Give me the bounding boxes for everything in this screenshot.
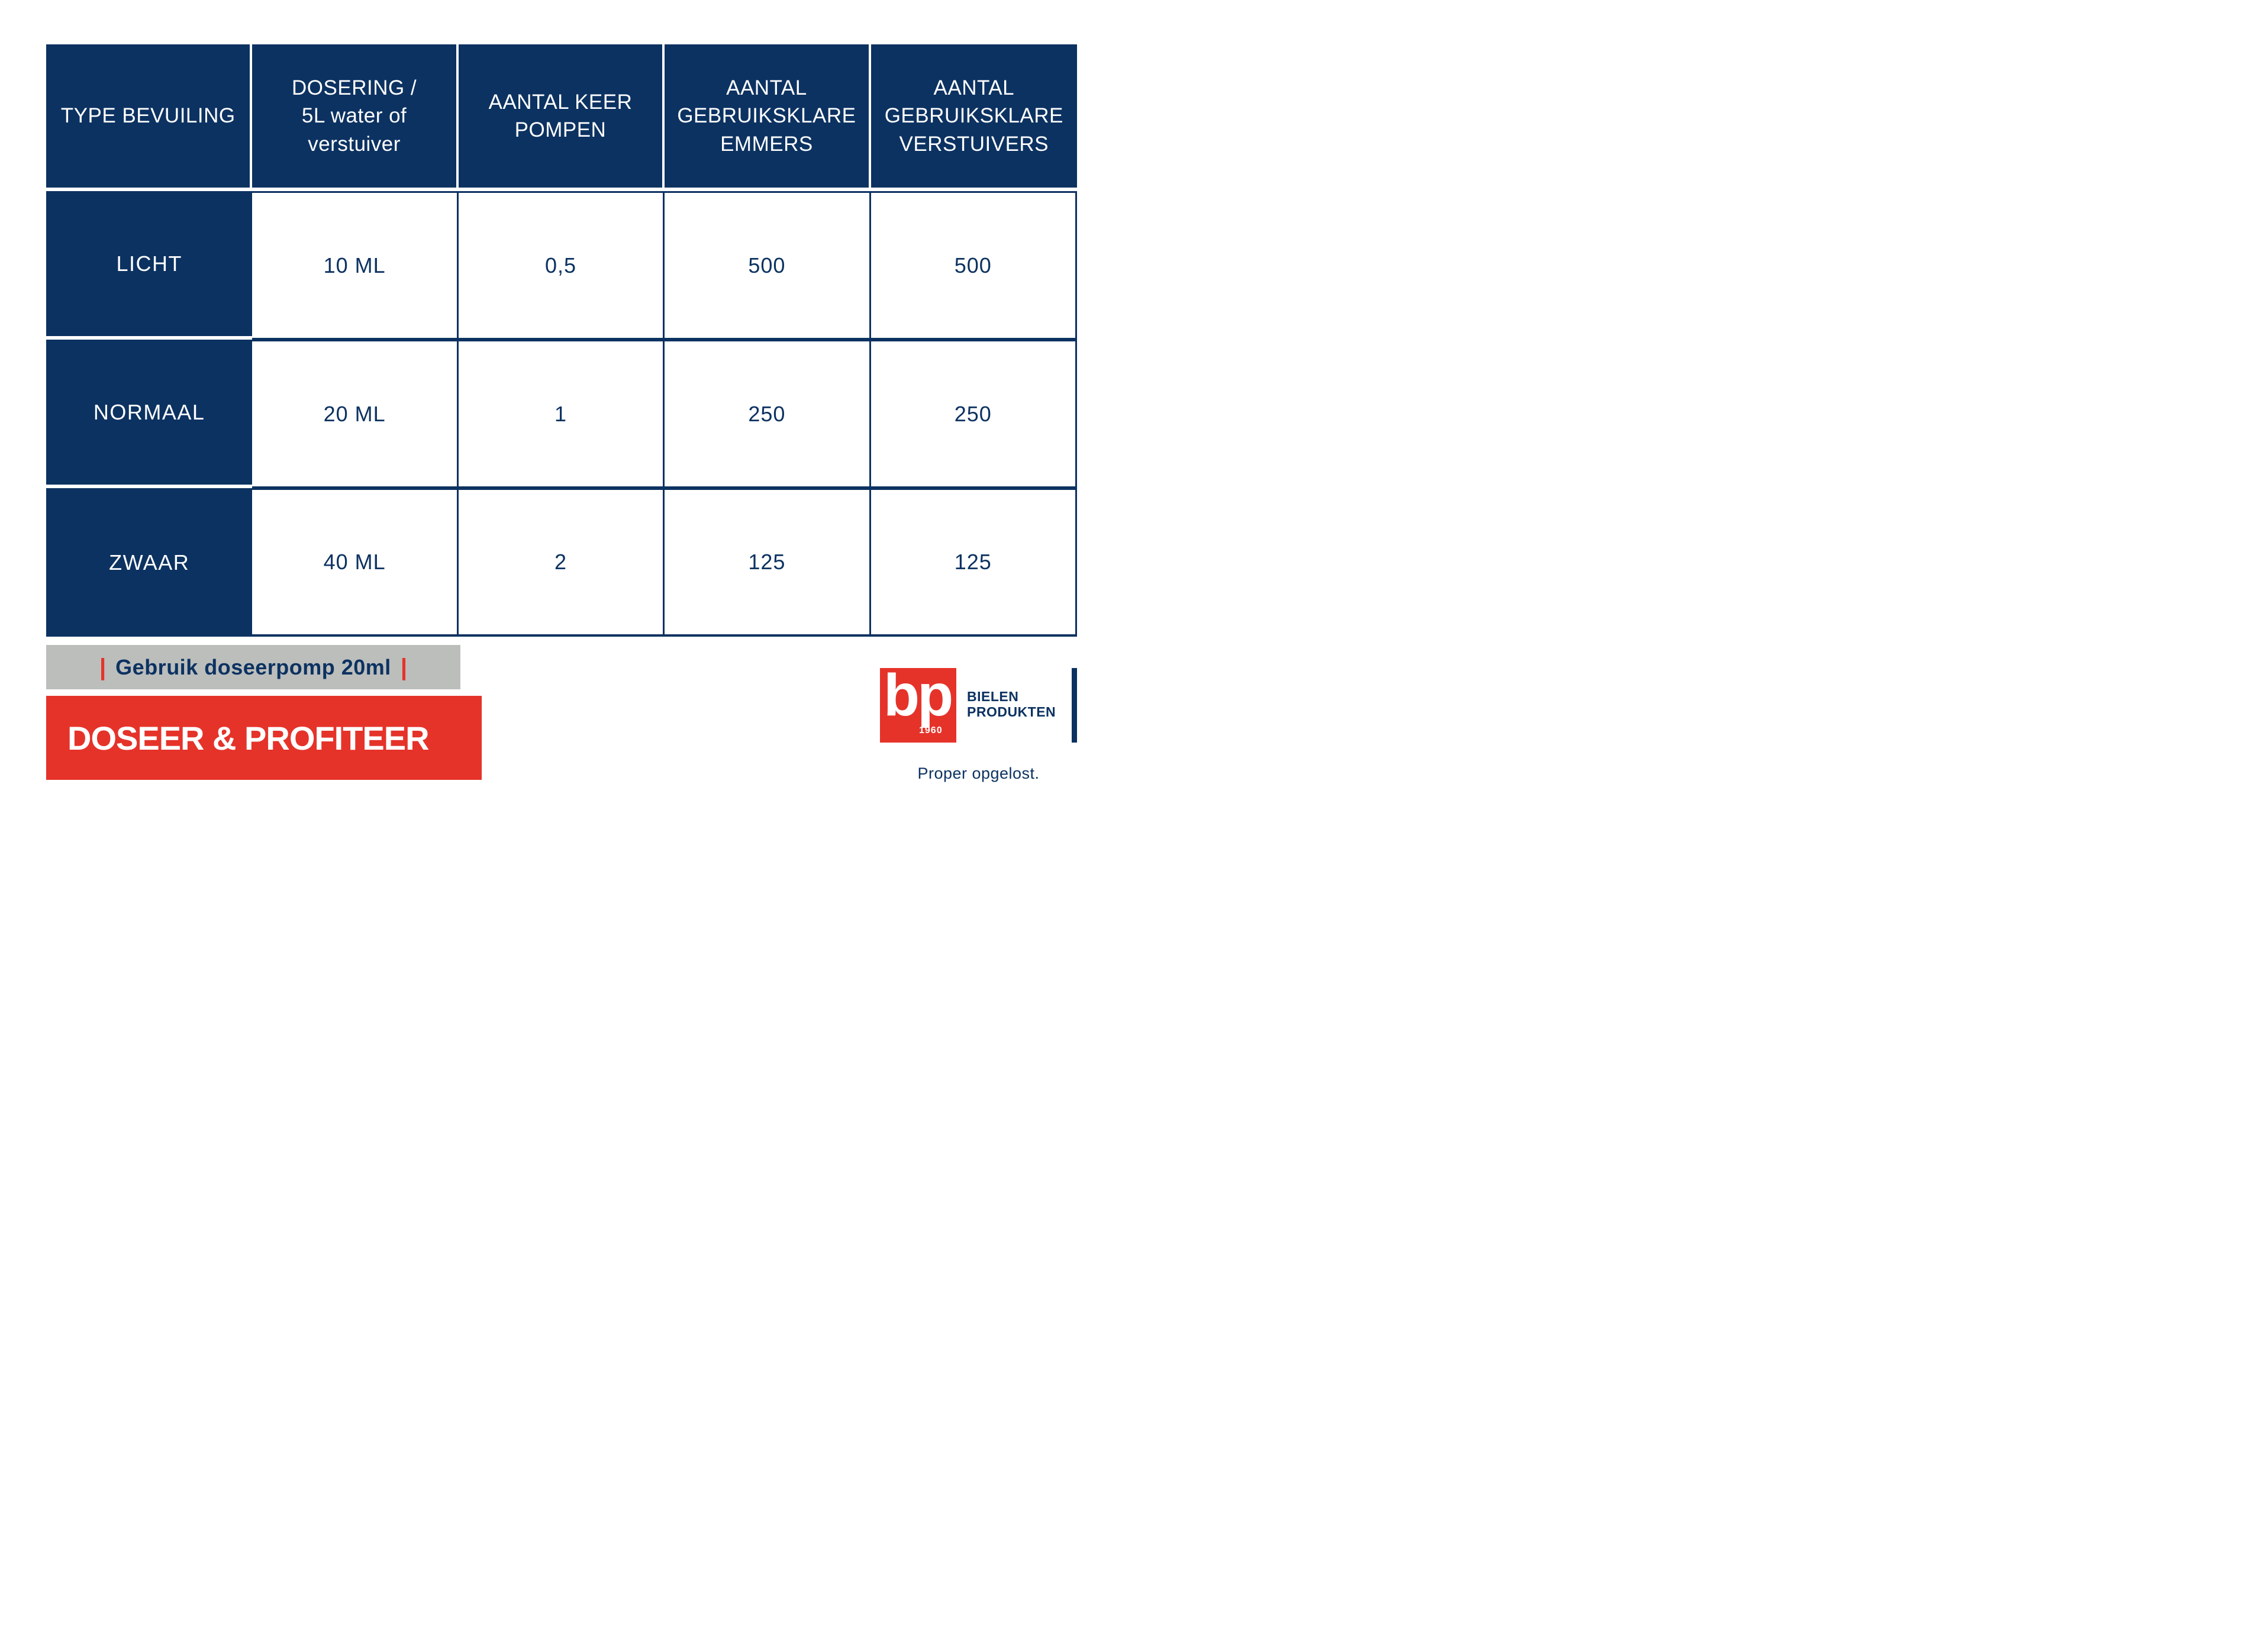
table-cell-zwaar-verstuivers: 125 [870, 488, 1077, 637]
table-cell-zwaar-pompen: 2 [458, 488, 665, 637]
dose-table: TYPE BEVUILING DOSERING / 5L water of ve… [46, 44, 1077, 637]
table-cell-licht-pompen: 0,5 [458, 191, 665, 340]
header-line: AANTAL [726, 76, 807, 100]
header-line: 5L water of [301, 104, 407, 128]
table-cell-zwaar-emmers: 125 [665, 488, 871, 637]
column-header-verstuivers: AANTAL GEBRUIKSKLARE VERSTUIVERS [870, 44, 1077, 191]
header-line: POMPEN [514, 118, 607, 141]
company-tagline: Proper opgelost. [917, 764, 1040, 782]
table-cell-licht-verstuivers: 500 [870, 191, 1077, 340]
column-header-dosering: DOSERING / 5L water of verstuiver [252, 44, 459, 191]
table-cell-normaal-verstuivers: 250 [870, 340, 1077, 488]
header-line: GEBRUIKSKLARE [677, 104, 856, 128]
table-cell-licht-dosering: 10 ML [252, 191, 459, 340]
company-name-line1: BIELEN [967, 688, 1019, 704]
row-label-licht: LICHT [46, 191, 253, 340]
pump-note-text: Gebruik doseerpomp 20ml [115, 654, 391, 679]
header-line: verstuiver [308, 132, 401, 156]
red-pipe-right: | [400, 654, 408, 680]
company-name-line2: PRODUKTEN [967, 704, 1056, 719]
table-cell-normaal-dosering: 20 ML [252, 340, 459, 488]
header-line: AANTAL [933, 76, 1015, 100]
header-line: DOSERING / [292, 76, 417, 100]
header-line: AANTAL KEER [488, 90, 633, 114]
table-cell-normaal-pompen: 1 [458, 340, 665, 488]
pump-note-bar: | Gebruik doseerpomp 20ml | [46, 645, 460, 689]
table-cell-zwaar-dosering: 40 ML [252, 488, 459, 637]
header-line: EMMERS [720, 132, 813, 156]
row-label-zwaar: ZWAAR [46, 488, 253, 637]
dosing-sheet: TYPE BEVUILING DOSERING / 5L water of ve… [0, 0, 1122, 826]
header-line: VERSTUIVERS [899, 132, 1049, 156]
header-line: GEBRUIKSKLARE [884, 104, 1063, 128]
column-header-pompen: AANTAL KEER POMPEN [458, 44, 665, 191]
column-header-type: TYPE BEVUILING [46, 44, 253, 191]
slogan-bar: DOSEER & PROFITEER [46, 696, 482, 780]
company-name: BIELEN PRODUKTEN [967, 688, 1068, 721]
table-cell-normaal-emmers: 250 [665, 340, 871, 488]
logo-divider-bar [1072, 668, 1077, 743]
red-pipe-left: | [99, 654, 107, 680]
slogan-text: DOSEER & PROFITEER [67, 719, 430, 757]
column-header-emmers: AANTAL GEBRUIKSKLARE EMMERS [665, 44, 871, 191]
bp-monogram: bp [884, 668, 953, 728]
bp-logo: bp 1960 [880, 668, 956, 743]
table-cell-licht-emmers: 500 [665, 191, 871, 340]
row-label-normaal: NORMAAL [46, 340, 253, 488]
bp-logo-year: 1960 [919, 725, 943, 735]
header-line: TYPE BEVUILING [60, 104, 236, 128]
